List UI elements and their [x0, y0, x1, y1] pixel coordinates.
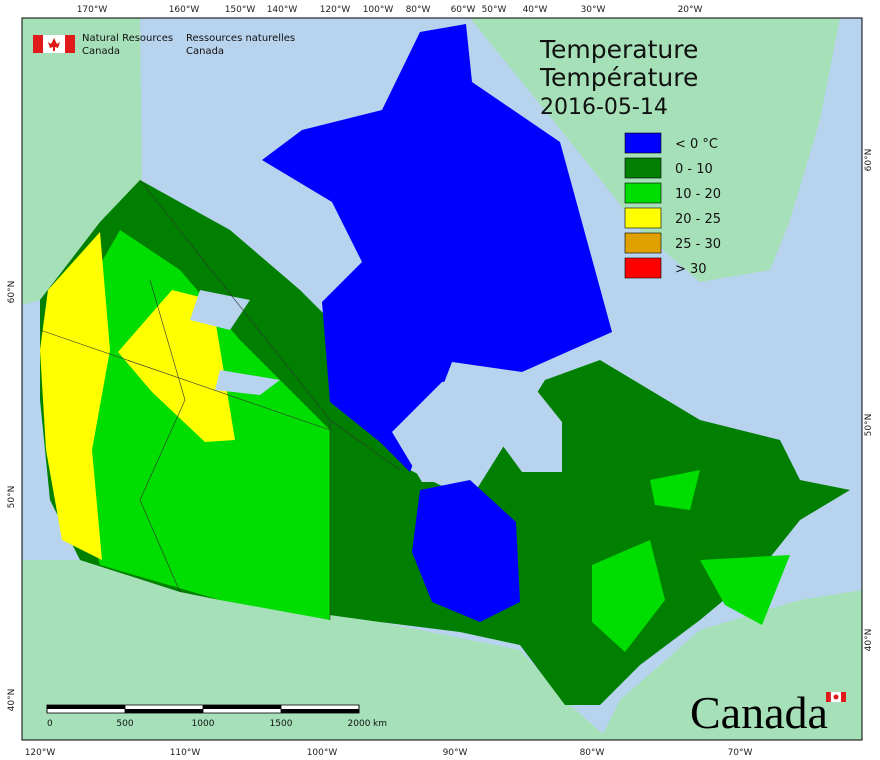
legend-swatch — [624, 132, 662, 154]
legend-label: 10 - 20 — [675, 187, 721, 202]
graticule-label-top: 30°W — [581, 5, 606, 15]
graticule-label-top: 50°W — [482, 5, 507, 15]
scale-bar-segment — [47, 705, 125, 709]
united-states-east — [600, 590, 862, 740]
graticule-label-bottom: 90°W — [443, 748, 468, 758]
scale-label: 0 — [47, 719, 53, 729]
graticule-label-left: 60°N — [7, 281, 17, 304]
wordmark-flag — [826, 691, 846, 703]
title: Temperature — [539, 35, 698, 64]
graticule-label-top: 160°W — [169, 5, 200, 15]
agency-fr: Ressources naturelles — [186, 33, 295, 44]
legend-label: < 0 °C — [675, 137, 718, 152]
canada-wordmark: Canada — [690, 687, 828, 738]
legend-swatch — [624, 207, 662, 229]
agency-en: Canada — [82, 46, 120, 57]
legend-swatch — [624, 182, 662, 204]
graticule-label-bottom: 120°W — [25, 748, 56, 758]
scale-label: 500 — [116, 719, 133, 729]
graticule-label-right: 60°N — [864, 149, 874, 172]
scale-unit: km — [373, 719, 387, 729]
scale-bar-segment — [125, 709, 203, 713]
legend-label: 0 - 10 — [675, 162, 713, 177]
graticule-label-top: 60°W — [451, 5, 476, 15]
logo-flag — [33, 35, 75, 53]
region-10-20-labrador — [650, 470, 700, 510]
legend-swatch — [624, 157, 662, 179]
united-states-west — [22, 560, 610, 740]
region-below-0-quebec — [412, 480, 520, 622]
legend-swatch — [624, 257, 662, 279]
scale-label: 1500 — [270, 719, 293, 729]
borders — [39, 179, 401, 620]
graticule-label-bottom: 80°W — [580, 748, 605, 758]
graticule-label-right: 40°N — [864, 629, 874, 652]
graticule-label-left: 40°N — [7, 689, 17, 712]
region-20-25-bc — [40, 232, 110, 560]
legend-label: 25 - 30 — [675, 237, 721, 252]
title: Température — [539, 63, 698, 92]
graticule-label-top: 150°W — [225, 5, 256, 15]
legend-swatch — [624, 232, 662, 254]
graticule-label-top: 40°W — [523, 5, 548, 15]
graticule-label-bottom: 100°W — [307, 748, 338, 758]
region-10-20-maritimes — [700, 555, 790, 625]
date: 2016-05-14 — [540, 95, 668, 120]
graticule-label-bottom: 110°W — [170, 748, 201, 758]
scale-bar-segment — [203, 705, 281, 709]
graticule-label-top: 140°W — [267, 5, 298, 15]
scale-bar-segment — [281, 709, 359, 713]
graticule-label-top: 170°W — [77, 5, 108, 15]
graticule-label-top: 120°W — [320, 5, 351, 15]
legend-label: > 30 — [675, 262, 707, 277]
scale-label: 2000 — [348, 719, 371, 729]
region-below-0-arctic — [262, 24, 612, 472]
region-10-20-quebec — [592, 540, 665, 652]
agency-fr: Canada — [186, 46, 224, 57]
graticule-label-left: 50°N — [7, 486, 17, 509]
graticule-label-top: 80°W — [406, 5, 431, 15]
graticule-label-right: 50°N — [864, 414, 874, 437]
graticule-label-top: 20°W — [678, 5, 703, 15]
hudson-bay — [392, 372, 562, 482]
graticule-label-bottom: 70°W — [728, 748, 753, 758]
lakes — [190, 290, 280, 395]
legend-label: 20 - 25 — [675, 212, 721, 227]
map-frame — [21, 17, 863, 741]
graticule-label-top: 100°W — [363, 5, 394, 15]
scale-label: 1000 — [192, 719, 215, 729]
region-20-25-alberta — [118, 290, 235, 442]
alaska — [22, 18, 142, 305]
agency-en: Natural Resources — [82, 33, 173, 44]
